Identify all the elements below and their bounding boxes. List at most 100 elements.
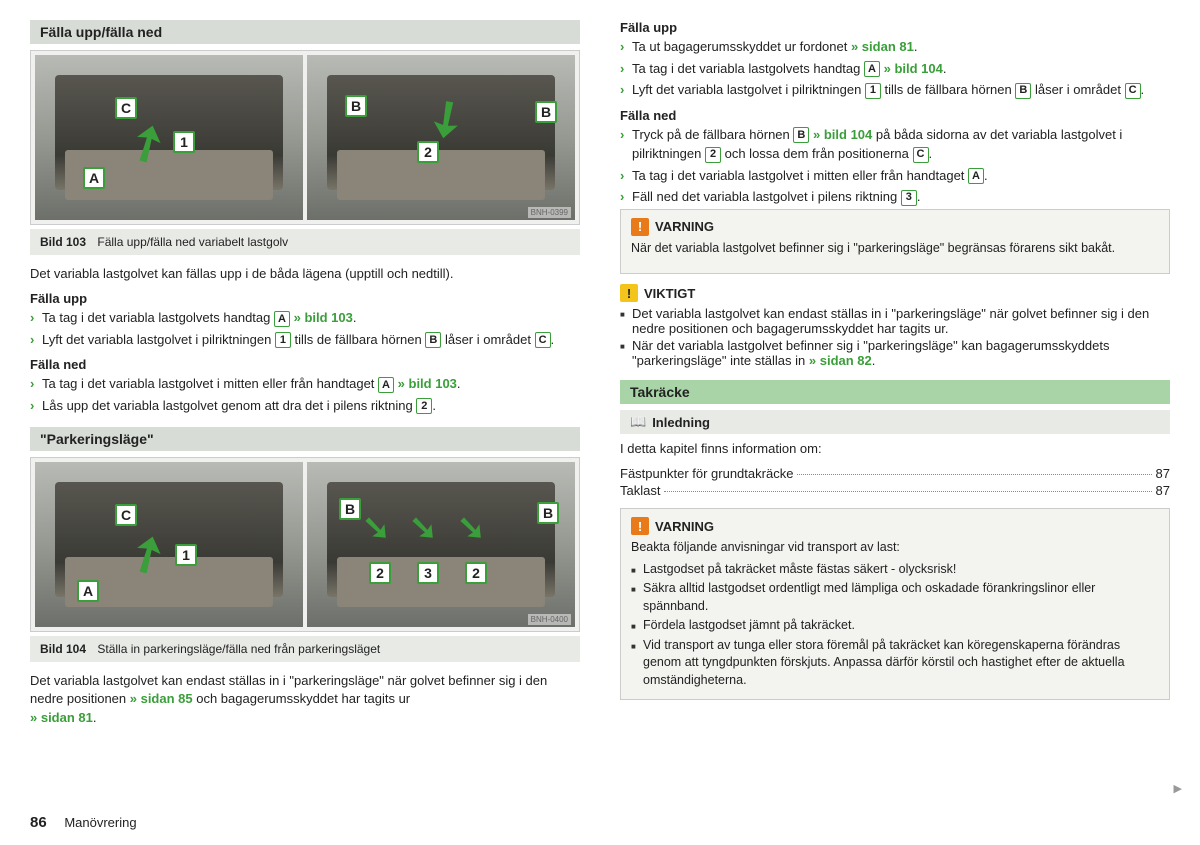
- inledning-title: Inledning: [652, 415, 710, 430]
- toc-row-2[interactable]: Taklast 87: [620, 483, 1170, 498]
- ned-step-2: Lås upp det variabla lastgolvet genom at…: [30, 396, 580, 416]
- ref-bild-104[interactable]: » bild 104: [884, 61, 943, 76]
- page-footer: 86 Manövrering: [30, 814, 137, 831]
- callout-2r: 2: [465, 562, 487, 584]
- important-block: ! VIKTIGT Det variabla lastgolvet kan end…: [620, 284, 1170, 368]
- toc-label: Taklast: [620, 483, 660, 498]
- ref-sidan-85[interactable]: » sidan 85: [130, 691, 193, 706]
- warning-icon: !: [631, 517, 649, 535]
- callout-b-left: B: [339, 498, 361, 520]
- arrow-down-icon: ➘: [362, 508, 391, 548]
- box-2: 2: [705, 147, 721, 163]
- ref-bild-103[interactable]: » bild 103: [294, 310, 353, 325]
- book-icon: [630, 414, 646, 430]
- callout-b-left: B: [345, 95, 367, 117]
- ref-sidan-81[interactable]: » sidan 81: [851, 39, 914, 54]
- toc-intro: I detta kapitel finns information om:: [620, 440, 1170, 458]
- box-1: 1: [275, 332, 291, 348]
- box-c: C: [913, 147, 929, 163]
- callout-2l: 2: [369, 562, 391, 584]
- fig-code: BNH-0400: [528, 614, 571, 625]
- callout-a: A: [77, 580, 99, 602]
- important-item: Det variabla lastgolvet kan endast ställ…: [620, 306, 1170, 336]
- warn-item: Fördela lastgodset jämnt på takräcket.: [631, 617, 1159, 635]
- box-1: 1: [865, 83, 881, 99]
- warning-box-2: !VARNING Beakta följande anvisningar vid…: [620, 508, 1170, 700]
- warning-icon: !: [631, 218, 649, 236]
- callout-3: 3: [417, 562, 439, 584]
- warning-box-1: ! VARNING När det variabla lastgolvet bef…: [620, 209, 1170, 275]
- callout-b-right: B: [535, 101, 557, 123]
- right-column: Fälla upp Ta ut bagagerumsskyddet ur for…: [620, 20, 1170, 735]
- caption-num: Bild 104: [40, 642, 86, 656]
- ref-bild-103[interactable]: » bild 103: [398, 376, 457, 391]
- callout-b-right: B: [537, 502, 559, 524]
- box-b: B: [793, 127, 809, 143]
- box-a: A: [968, 168, 984, 184]
- continue-arrow-icon: ▶: [1174, 782, 1182, 795]
- important-item: När det variabla lastgolvet befinner sig…: [620, 338, 1170, 368]
- falla-upp-title-2: Fälla upp: [620, 20, 1170, 35]
- figure-103: C 1 A ➚ B B 2 ➘ BNH-0399: [30, 50, 580, 225]
- upp-step-2: Lyft det variabla lastgolvet i pilriktni…: [30, 330, 580, 350]
- ned-list-1: Ta tag i det variabla lastgolvet i mitte…: [30, 374, 580, 415]
- upp-list-2: Ta ut bagagerumsskyddet ur fordonet » si…: [620, 37, 1170, 100]
- fig104-right: B B 2 3 2 ➘ ➘ ➘ BNH-0400: [307, 462, 575, 627]
- warning-intro: Beakta följande anvisningar vid transpor…: [631, 539, 1159, 557]
- step: Ta tag i det variabla lastgolvet i mitte…: [620, 166, 1170, 186]
- falla-ned-title: Fälla ned: [30, 357, 580, 372]
- upp-list-1: Ta tag i det variabla lastgolvets handta…: [30, 308, 580, 349]
- arrow-down-icon: ➘: [409, 508, 438, 548]
- toc-dots: [664, 491, 1151, 492]
- caption-text: Ställa in parkeringsläge/fälla ned från …: [97, 642, 380, 656]
- warn-item: Säkra alltid lastgodset ordentligt med l…: [631, 580, 1159, 615]
- fig-code: BNH-0399: [528, 207, 571, 218]
- callout-1: 1: [175, 544, 197, 566]
- box-c: C: [1125, 83, 1141, 99]
- box-2: 2: [416, 398, 432, 414]
- ref-bild-104[interactable]: » bild 104: [813, 127, 872, 142]
- fig103-left: C 1 A ➚: [35, 55, 303, 220]
- box-c: C: [535, 332, 551, 348]
- toc-page: 87: [1156, 466, 1170, 481]
- section-header-falla: Fälla upp/fälla ned: [30, 20, 580, 44]
- box-a: A: [864, 61, 880, 77]
- toc-dots: [797, 474, 1151, 475]
- step: Tryck på de fällbara hörnen B » bild 104…: [620, 125, 1170, 164]
- fig104-left: C 1 A ➚: [35, 462, 303, 627]
- warn-item: Vid transport av tunga eller stora förem…: [631, 637, 1159, 690]
- falla-ned-title-2: Fälla ned: [620, 108, 1170, 123]
- footer-section: Manövrering: [64, 815, 136, 830]
- step: Ta tag i det variabla lastgolvets handta…: [620, 59, 1170, 79]
- warning-title: VARNING: [655, 219, 714, 234]
- callout-a: A: [83, 167, 105, 189]
- box-a: A: [378, 377, 394, 393]
- step: Ta ut bagagerumsskyddet ur fordonet » si…: [620, 37, 1170, 57]
- caption-num: Bild 103: [40, 235, 86, 249]
- inledning-header: Inledning: [620, 410, 1170, 434]
- upp-step-1: Ta tag i det variabla lastgolvets handta…: [30, 308, 580, 328]
- intro-text-1: Det variabla lastgolvet kan fällas upp i…: [30, 265, 580, 283]
- warn-item: Lastgodset på takräcket måste fästas säk…: [631, 561, 1159, 579]
- step: Fäll ned det variabla lastgolvet i pilen…: [620, 187, 1170, 207]
- section-header-takracke: Takräcke: [620, 380, 1170, 404]
- ref-sidan-82[interactable]: » sidan 82: [809, 353, 872, 368]
- important-icon: !: [620, 284, 638, 302]
- figure-104: C 1 A ➚ B B 2 3 2 ➘ ➘ ➘ BNH-0400: [30, 457, 580, 632]
- caption-text: Fälla upp/fälla ned variabelt lastgolv: [97, 235, 288, 249]
- step: Lyft det variabla lastgolvet i pilriktni…: [620, 80, 1170, 100]
- page-number: 86: [30, 814, 47, 831]
- important-title: VIKTIGT: [644, 286, 695, 301]
- box-b: B: [425, 332, 441, 348]
- ref-sidan-81[interactable]: » sidan 81: [30, 710, 93, 725]
- left-column: Fälla upp/fälla ned C 1 A ➚ B B 2 ➘ BNH-…: [30, 20, 580, 735]
- box-b: B: [1015, 83, 1031, 99]
- ned-step-1: Ta tag i det variabla lastgolvet i mitte…: [30, 374, 580, 394]
- toc-row-1[interactable]: Fästpunkter för grundtakräcke 87: [620, 466, 1170, 481]
- callout-1: 1: [173, 131, 195, 153]
- ned-list-2: Tryck på de fällbara hörnen B » bild 104…: [620, 125, 1170, 207]
- falla-upp-title: Fälla upp: [30, 291, 580, 306]
- fig103-right: B B 2 ➘ BNH-0399: [307, 55, 575, 220]
- callout-c: C: [115, 97, 137, 119]
- warning-text: När det variabla lastgolvet befinner sig…: [631, 240, 1159, 258]
